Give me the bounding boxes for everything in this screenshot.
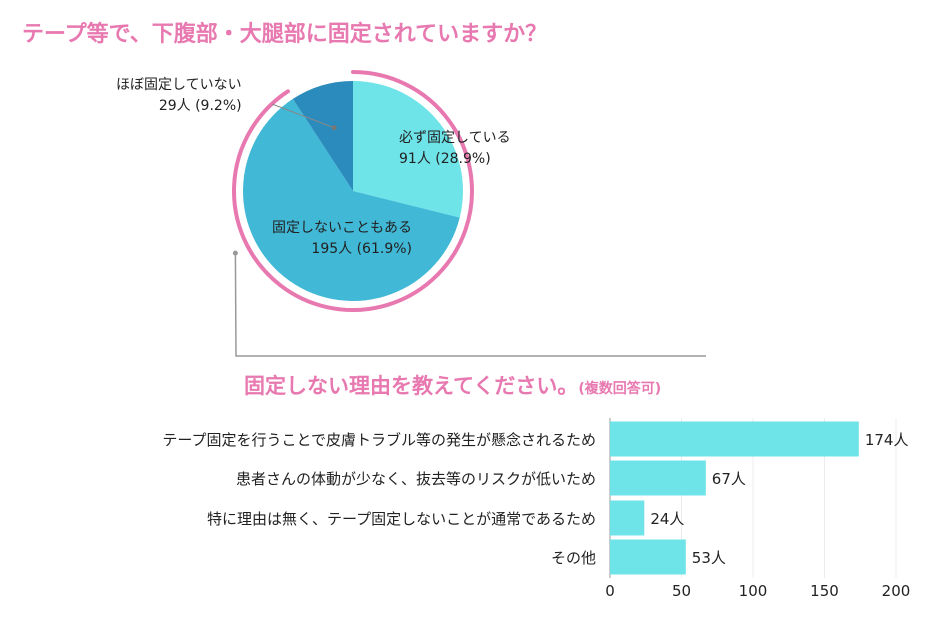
- pie-label-rarely-text: ほぼ固定していない: [116, 77, 242, 93]
- pie-label-always-text: 必ず固定している: [399, 130, 511, 146]
- bar-value-label: 174人: [865, 431, 909, 449]
- pie-label-rarely: ほぼ固定していない 29人 (9.2%): [116, 75, 242, 117]
- x-tick-label: 0: [605, 582, 615, 600]
- x-tick-label: 100: [739, 582, 768, 600]
- pie-leader-dot: [331, 125, 337, 131]
- bar-value-label: 67人: [712, 470, 746, 488]
- bar-category-label: テープ固定を行うことで皮膚トラブル等の発生が懸念されるため: [162, 431, 596, 449]
- pie-slice: [242, 98, 460, 301]
- pie-label-sometimes-count: 195人: [311, 241, 353, 257]
- pie-label-sometimes-value: 195人 (61.9%): [272, 239, 412, 260]
- bar-value-label: 53人: [692, 549, 726, 567]
- pie-slice: [353, 81, 463, 218]
- bar: [610, 460, 706, 496]
- bar-chart-title-note: (複数回答可): [578, 381, 662, 397]
- connector-line: [234, 253, 706, 357]
- pie-label-sometimes-percent: (61.9%): [356, 241, 412, 257]
- pie-label-rarely-count: 29人: [158, 98, 191, 114]
- bar: [610, 421, 859, 457]
- pie-leader-line: [271, 103, 335, 129]
- bar: [610, 500, 645, 536]
- pie-label-always: 必ず固定している 91人 (28.9%): [399, 128, 511, 170]
- pie-label-always-percent: (28.9%): [435, 151, 491, 167]
- pie-label-rarely-percent: (9.2%): [195, 98, 242, 114]
- x-tick-label: 50: [672, 582, 691, 600]
- bar-category-label: その他: [550, 549, 596, 567]
- x-tick-label: 200: [882, 582, 911, 600]
- bar-category-label: 患者さんの体動が少なく、抜去等のリスクが低いため: [235, 470, 596, 488]
- bar: [610, 539, 686, 575]
- pie-label-always-count: 91人: [399, 151, 431, 167]
- pie-label-rarely-value: 29人 (9.2%): [116, 96, 242, 117]
- connector-dot: [232, 250, 238, 256]
- bar-chart-title: 固定しない理由を教えてください。(複数回答可): [244, 370, 661, 400]
- pie-chart-title: テープ等で、下腹部・大腿部に固定されていますか？: [22, 22, 548, 47]
- pie-label-sometimes: 固定しないこともある 195人 (61.9%): [272, 218, 412, 260]
- x-tick-label: 150: [810, 582, 839, 600]
- pie-label-always-value: 91人 (28.9%): [399, 149, 511, 170]
- pie-slice: [292, 81, 353, 191]
- bar-category-label: 特に理由は無く、テープ固定しないことが通常であるため: [207, 510, 596, 528]
- pie-label-sometimes-text: 固定しないこともある: [272, 220, 412, 236]
- bar-chart-title-main: 固定しない理由を教えてください。: [244, 374, 579, 398]
- pie-highlight-arc: [232, 70, 474, 312]
- bar-value-label: 24人: [650, 510, 684, 528]
